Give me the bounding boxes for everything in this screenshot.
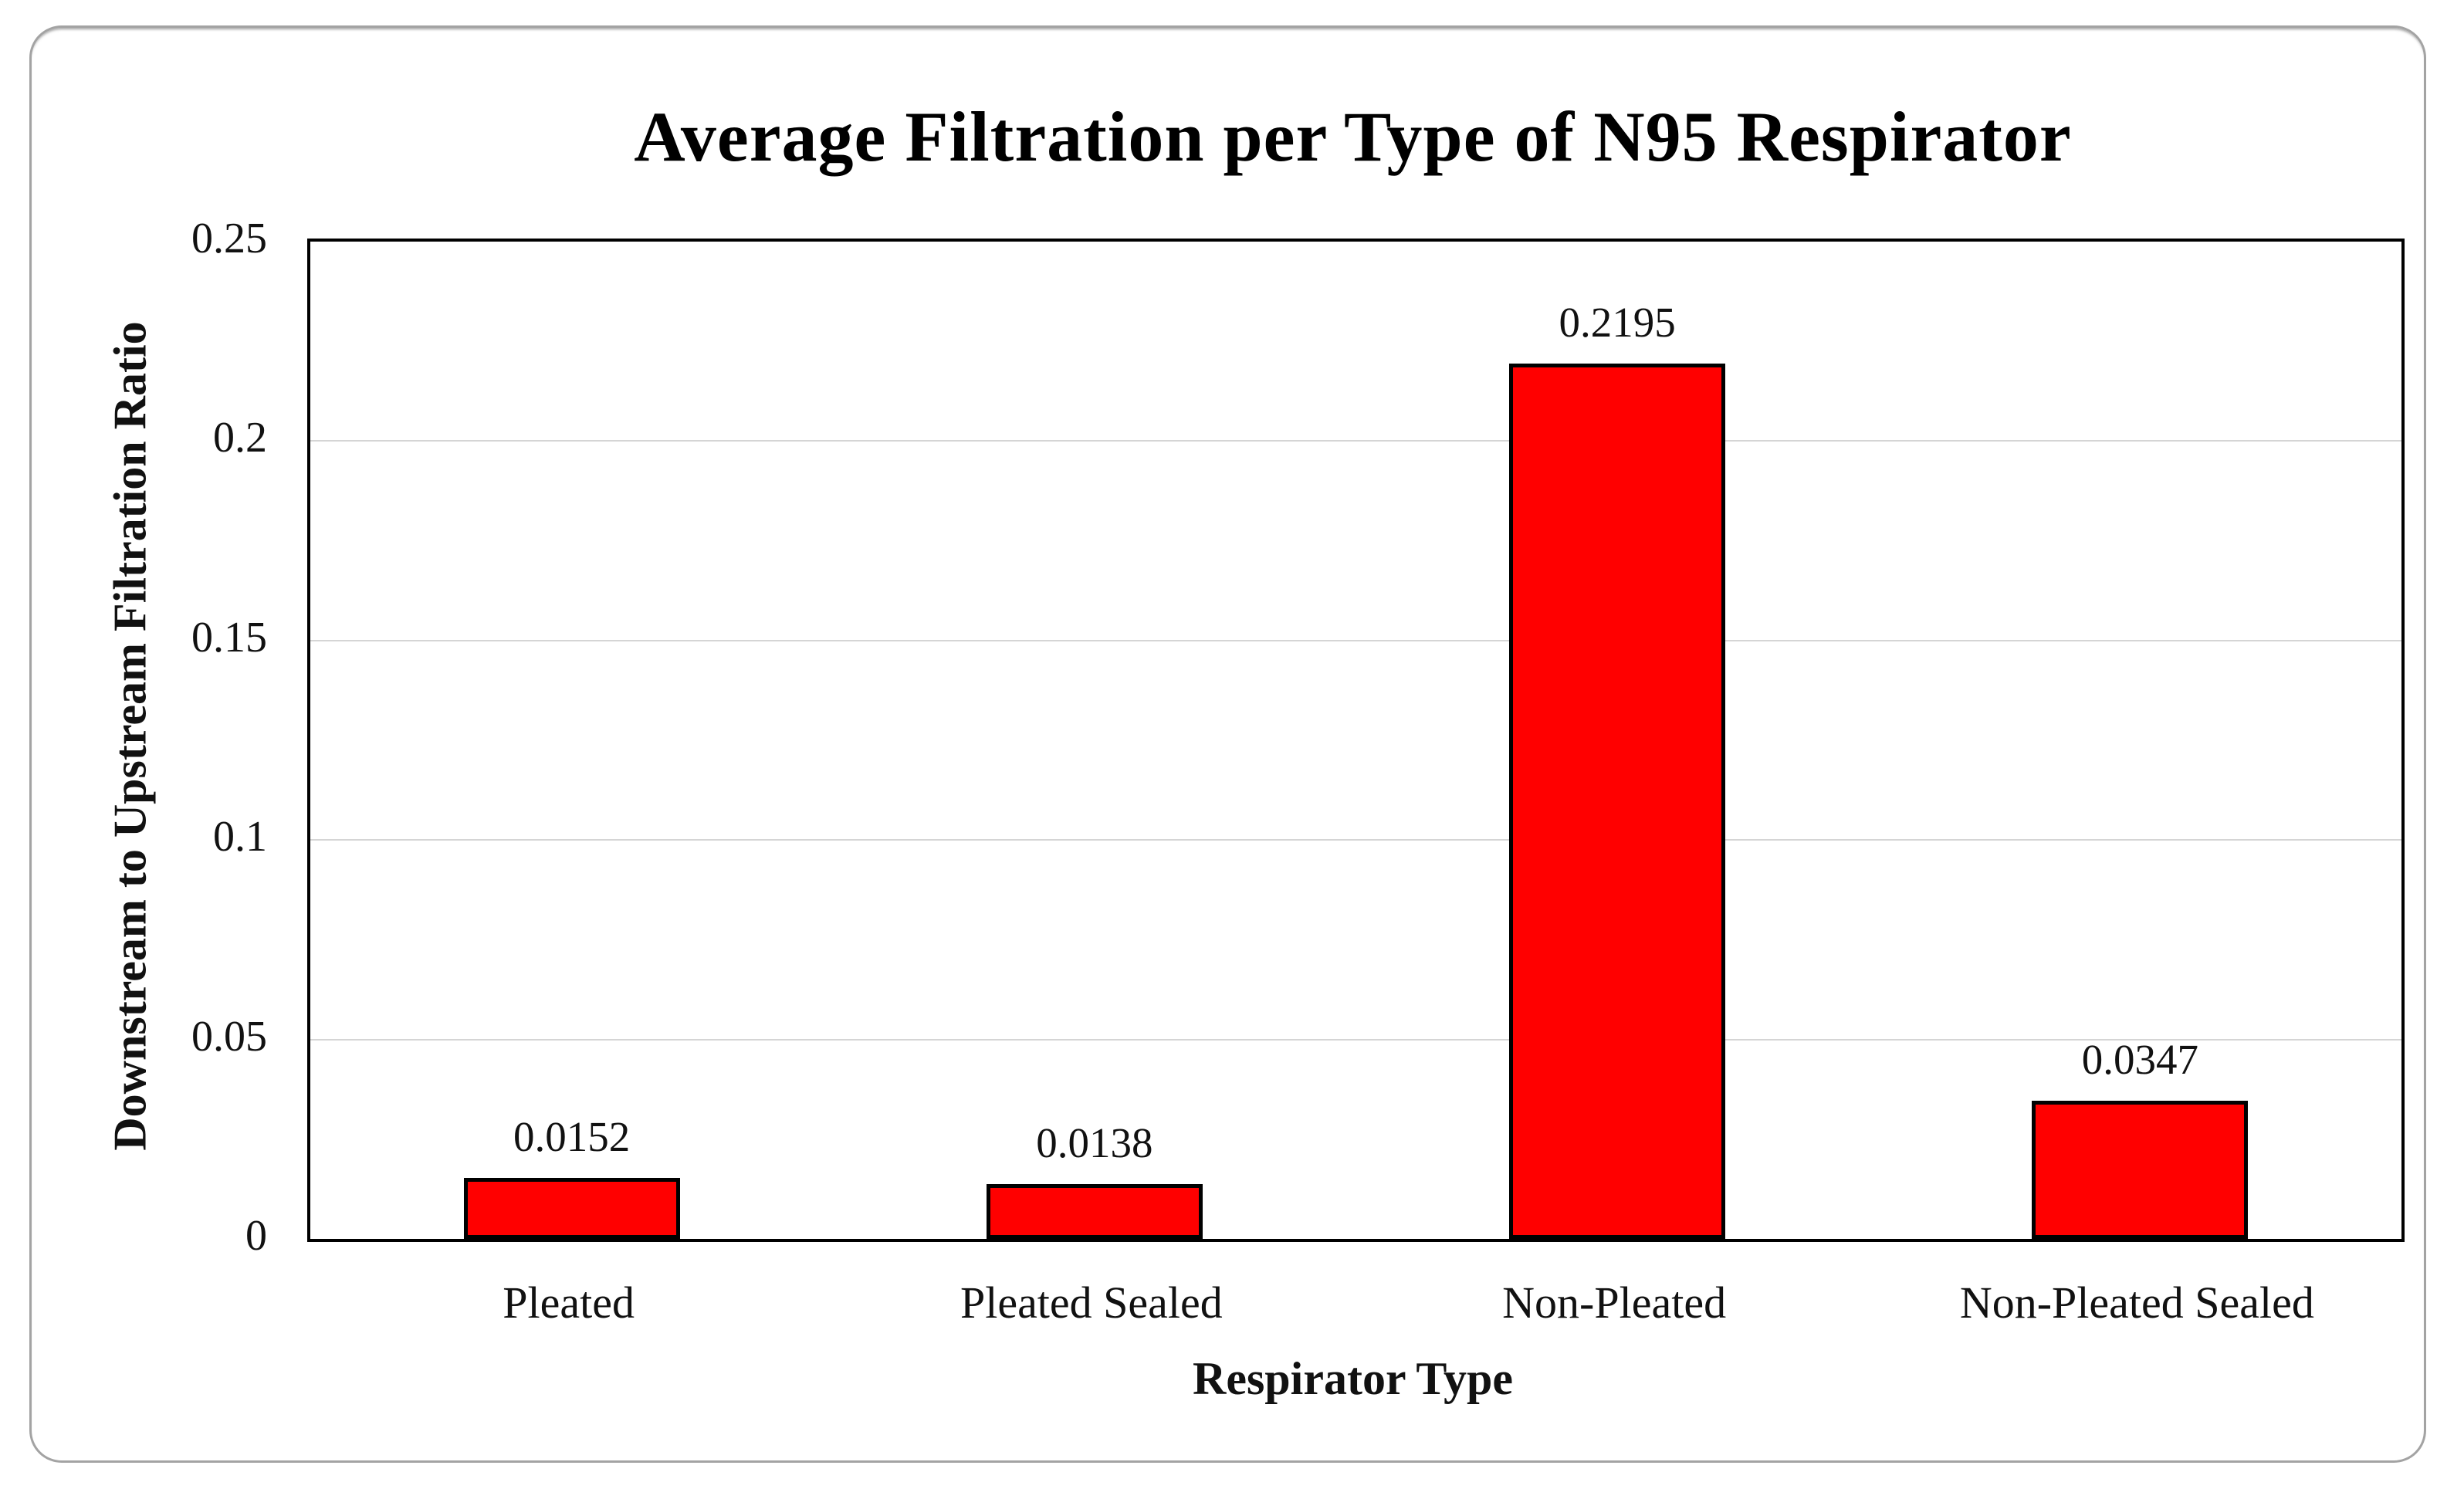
bar-non-pleated-sealed (2032, 1100, 2249, 1239)
bar-pleated-sealed (986, 1183, 1203, 1239)
y-tick-label: 0.1 (213, 813, 267, 861)
gridline (310, 1038, 2401, 1041)
gridline (310, 440, 2401, 442)
bar-non-pleated (1509, 363, 1726, 1239)
gridline (310, 839, 2401, 841)
bar-value-label: 0.0152 (513, 1113, 631, 1161)
y-tick-label: 0.25 (191, 215, 267, 262)
y-tick-label: 0 (245, 1212, 267, 1260)
x-tick-label-pleated-sealed: Pleated Sealed (960, 1277, 1223, 1328)
bar-value-label: 0.2195 (1559, 298, 1676, 346)
x-tick-label-pleated: Pleated (503, 1277, 635, 1328)
bar-value-label: 0.0138 (1036, 1118, 1153, 1166)
y-axis-title: Downstream to Upstream Filtration Ratio (104, 321, 156, 1151)
x-tick-label-non-pleated: Non-Pleated (1502, 1277, 1727, 1328)
x-tick-label-non-pleated-sealed: Non-Pleated Sealed (1959, 1277, 2314, 1328)
plot-area: 0.0152 0.0138 0.2195 0.0347 (307, 239, 2405, 1242)
x-axis-title: Respirator Type (1193, 1353, 1513, 1404)
bar-value-label: 0.0347 (2081, 1035, 2198, 1083)
chart-frame: Average Filtration per Type of N95 Respi… (29, 25, 2426, 1463)
y-tick-label: 0.2 (213, 414, 267, 462)
gridline (310, 639, 2401, 641)
bar-pleated (463, 1178, 680, 1239)
chart-title: Average Filtration per Type of N95 Respi… (634, 97, 2072, 176)
y-tick-label: 0.05 (191, 1012, 267, 1061)
y-tick-label: 0.15 (191, 613, 267, 662)
